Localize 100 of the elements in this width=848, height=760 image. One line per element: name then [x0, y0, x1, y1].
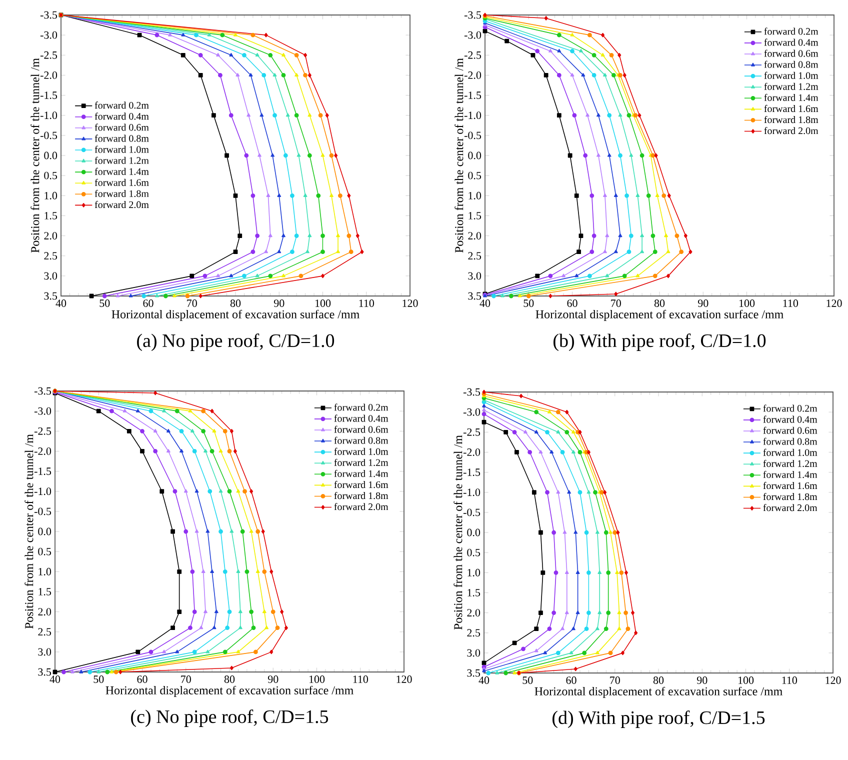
- y-tick-label: 1.5: [38, 588, 52, 596]
- y-tick-label: -3.5: [464, 11, 482, 19]
- legend-label: forward 0.2m: [764, 28, 818, 35]
- x-tick-label: 80: [224, 676, 235, 683]
- y-tick-label: 3.0: [38, 648, 52, 656]
- y-tick-label: 2.0: [468, 232, 482, 240]
- y-tick-label: 1.5: [44, 212, 58, 220]
- x-tick-label: 100: [309, 676, 325, 683]
- y-tick-label: -2.0: [464, 71, 482, 79]
- x-tick-label: 80: [230, 300, 241, 307]
- y-tick-label: 2.0: [44, 232, 58, 240]
- y-tick-label: -2.0: [40, 71, 58, 79]
- legend-label: forward 1.0m: [94, 146, 149, 153]
- legend-label: forward 0.8m: [763, 438, 818, 445]
- legend-label: forward 0.6m: [764, 50, 818, 57]
- legend-label: forward 1.6m: [94, 178, 149, 186]
- y-tick-label: -1.5: [34, 468, 52, 476]
- x-tick-label: 70: [610, 676, 620, 684]
- x-tick-label: 50: [524, 300, 534, 307]
- legend-label: forward 0.6m: [94, 124, 149, 131]
- x-tick-label: 100: [738, 676, 754, 684]
- legend-label: forward 2.0m: [764, 127, 818, 134]
- y-tick-label: -3.0: [40, 31, 58, 39]
- y-tick-label: -1.5: [463, 468, 480, 476]
- x-axis-title: Horizontal displacement of excavation surface /mm: [536, 310, 784, 321]
- y-tick-label: 3.5: [38, 668, 52, 676]
- legend-label: forward 1.6m: [764, 104, 818, 112]
- y-tick-label: -0.5: [463, 508, 480, 516]
- y-tick-label: -3.0: [34, 407, 52, 415]
- y-tick-label: -1.0: [463, 488, 480, 496]
- y-tick-label: -1.0: [40, 112, 58, 120]
- y-tick-label: -3.5: [463, 388, 480, 396]
- legend-label: forward 1.4m: [763, 470, 818, 478]
- y-tick-label: 0.5: [44, 172, 58, 180]
- legend-label: forward 0.8m: [334, 436, 388, 444]
- y-tick-label: -1.0: [464, 112, 482, 120]
- x-tick-label: 50: [100, 300, 110, 307]
- legend-label: forward 1.8m: [334, 492, 388, 500]
- y-tick-label: -2.0: [463, 448, 480, 456]
- legend-label: forward 0.8m: [94, 134, 149, 142]
- x-tick-label: 70: [187, 300, 197, 307]
- y-tick-label: 0.0: [38, 528, 52, 536]
- y-tick-label: -2.5: [463, 428, 480, 436]
- legend-label: forward 1.0m: [334, 448, 388, 455]
- legend-label: forward 1.6m: [763, 482, 818, 490]
- legend-label: forward 0.4m: [763, 416, 818, 423]
- y-tick-label: -1.0: [34, 488, 52, 496]
- y-tick-label: 0.0: [44, 152, 58, 160]
- x-tick-label: 60: [143, 300, 154, 307]
- y-tick-label: 2.0: [38, 608, 52, 616]
- x-tick-label: 50: [522, 676, 533, 684]
- x-tick-label: 90: [696, 676, 708, 684]
- legend-label: forward 1.8m: [763, 492, 818, 500]
- y-tick-label: 3.5: [468, 292, 482, 300]
- x-tick-label: 40: [50, 676, 60, 683]
- x-tick-label: 110: [353, 676, 368, 683]
- legend-label: forward 1.4m: [94, 168, 149, 175]
- y-tick-label: -1.5: [464, 92, 482, 99]
- y-tick-label: -3.5: [40, 11, 58, 19]
- y-tick-label: 2.5: [468, 252, 482, 260]
- x-tick-label: 100: [739, 300, 755, 307]
- y-tick-label: 3.0: [468, 272, 482, 280]
- x-tick-label: 60: [567, 300, 578, 307]
- x-tick-label: 100: [315, 300, 331, 307]
- y-tick-label: 3.0: [467, 649, 480, 657]
- y-tick-label: -0.5: [34, 508, 52, 516]
- x-tick-label: 110: [782, 676, 798, 684]
- y-tick-label: 2.0: [467, 609, 480, 617]
- text: (a) No pipe roof, C/D=1.0: [137, 334, 334, 351]
- y-tick-label: 0.5: [467, 548, 480, 556]
- y-tick-label: -1.5: [40, 92, 58, 99]
- legend-label: forward 1.2m: [763, 460, 818, 468]
- y-tick-label: -0.5: [464, 132, 482, 140]
- x-tick-label: 70: [611, 300, 621, 307]
- y-tick-label: 0.5: [468, 172, 482, 180]
- y-tick-label: 3.0: [44, 272, 58, 280]
- legend-label: forward 1.2m: [334, 458, 388, 466]
- y-axis-title: Position from the center of the tunnel /m: [454, 435, 462, 630]
- x-tick-label: 40: [480, 300, 490, 307]
- x-tick-label: 120: [826, 676, 841, 684]
- text: (d) With pipe roof, C/D=1.5: [552, 710, 765, 728]
- x-tick-label: 90: [274, 300, 284, 307]
- legend-label: forward 0.6m: [334, 426, 388, 433]
- y-tick-label: 0.0: [467, 528, 480, 536]
- x-tick-label: 50: [94, 676, 104, 683]
- x-tick-label: 120: [826, 300, 842, 307]
- y-axis-title: Position from the center of the tunnel /m: [24, 434, 34, 629]
- y-tick-label: 1.5: [468, 212, 482, 220]
- legend-label: forward 2.0m: [94, 200, 149, 208]
- text: (b) With pipe roof, C/D=1.0: [554, 334, 766, 351]
- y-tick-label: 3.5: [44, 292, 58, 300]
- x-tick-label: 80: [654, 300, 665, 307]
- legend-label: forward 1.4m: [764, 94, 818, 102]
- y-tick-label: -3.5: [34, 387, 52, 395]
- y-tick-label: 2.5: [38, 628, 52, 636]
- legend-label: forward 1.8m: [94, 190, 149, 198]
- y-axis-title: Position from the center of the tunnel /m: [454, 58, 464, 253]
- legend-label: forward 0.2m: [763, 404, 818, 412]
- legend-label: forward 0.2m: [94, 102, 149, 109]
- legend-label: forward 0.4m: [764, 38, 818, 46]
